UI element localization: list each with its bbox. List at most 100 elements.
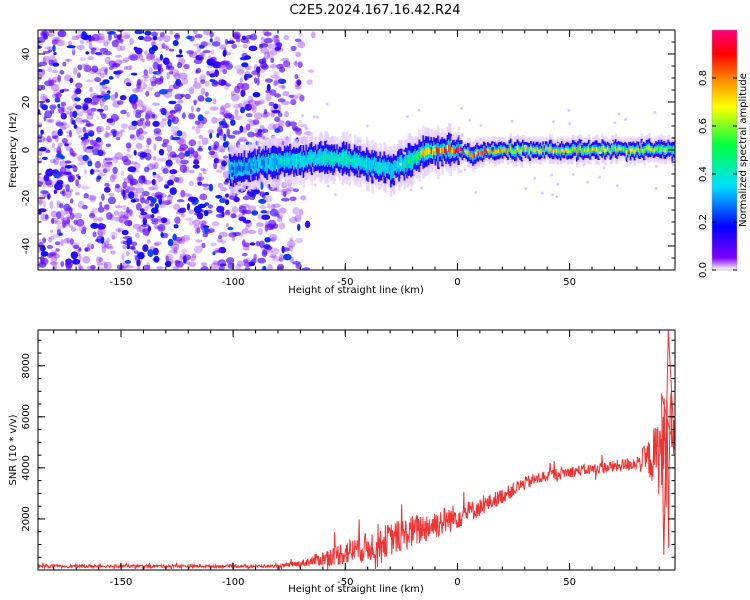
snr-y-tick-label: 2000	[21, 506, 32, 531]
heatmap-noise-blob	[181, 131, 187, 139]
heatmap-noise-blob	[245, 123, 251, 131]
heatmap-noise-blob	[154, 161, 159, 170]
ridge-core	[250, 160, 253, 166]
heatmap-noise-blob	[78, 224, 87, 233]
heatmap-noise-blob	[82, 154, 89, 162]
heatmap-noise-blob	[240, 108, 244, 114]
heatmap-noise-blob	[123, 236, 133, 240]
heatmap-noise-blob	[157, 224, 166, 232]
ridge-core	[450, 149, 454, 155]
ridge-core	[543, 150, 546, 154]
heatmap-noise-blob	[60, 112, 67, 120]
heatmap-noise-blob	[106, 212, 113, 220]
heatmap-noise-blob	[86, 146, 94, 150]
spectrogram-heatmap	[38, 30, 675, 270]
ridge-core	[248, 162, 252, 171]
ridge-core	[320, 152, 323, 161]
heatmap-noise-blob	[199, 220, 208, 226]
ridge-core	[627, 149, 630, 153]
heatmap-noise-blob	[57, 74, 61, 83]
heatmap-noise-blob	[101, 165, 107, 171]
snr-x-tick-label: 50	[563, 577, 576, 588]
heatmap-noise-blob	[262, 266, 267, 270]
heatmap-noise-blob	[82, 255, 91, 264]
ridge-core	[391, 167, 394, 175]
heatmap-noise-blob	[130, 199, 136, 203]
heatmap-noise-blob	[108, 66, 114, 70]
heatmap-speckle	[556, 182, 560, 186]
ridge-core	[285, 157, 288, 164]
heatmap-noise-blob	[215, 158, 222, 164]
heatmap-noise-blob	[92, 144, 101, 149]
heatmap-noise-blob	[160, 43, 164, 50]
ridge-core	[363, 160, 366, 167]
heatmap-noise-blob	[59, 89, 65, 94]
heatmap-noise-blob	[282, 91, 290, 97]
heatmap-noise-blob	[290, 45, 297, 52]
heatmap-noise-blob	[260, 36, 265, 41]
heatmap-noise-blob	[168, 100, 177, 105]
heatmap-noise-blob	[227, 226, 234, 231]
heatmap-noise-blob	[144, 199, 150, 204]
heatmap-speckle	[400, 174, 404, 178]
ridge-core	[649, 147, 653, 152]
heatmap-noise-blob	[269, 89, 277, 96]
heatmap-noise-blob	[75, 103, 81, 112]
heatmap-noise-blob	[78, 253, 82, 262]
heatmap-noise-blob	[245, 220, 253, 228]
heatmap-noise-blob	[72, 110, 78, 119]
heatmap-speckle	[468, 118, 472, 122]
ridge-core	[418, 151, 421, 160]
heatmap-noise-blob	[101, 246, 107, 254]
heatmap-noise-blob	[173, 240, 181, 246]
ridge-core	[351, 159, 354, 164]
heatmap-noise-blob	[96, 108, 105, 112]
heatmap-noise-blob	[223, 155, 229, 159]
heatmap-noise-blob	[129, 178, 139, 186]
heatmap-noise-blob	[278, 112, 283, 118]
snr-axes-ticklabels: -150 -100 -50 0 50 2000 4000 6000 8000	[21, 353, 576, 588]
heatmap-noise-blob	[281, 197, 290, 202]
heatmap-noise-blob	[171, 116, 179, 125]
ridge-core	[481, 151, 485, 156]
ridge-core	[439, 147, 443, 154]
ridge-core	[368, 161, 371, 167]
ridge-core	[283, 157, 287, 166]
heatmap-speckle	[474, 191, 478, 194]
heatmap-noise-blob	[212, 98, 217, 105]
heatmap-noise-blob	[238, 102, 243, 108]
heatmap-noise-blob	[223, 112, 233, 119]
heatmap-noise-blob	[51, 39, 58, 45]
ridge-core	[602, 146, 606, 150]
heatmap-noise-blob	[63, 221, 71, 227]
heatmap-noise-blob	[38, 69, 43, 73]
heatmap-noise-blob	[188, 169, 195, 174]
ridge-core	[290, 159, 293, 165]
ridge-core	[501, 149, 505, 153]
heatmap-noise-blob	[244, 55, 251, 60]
snr-y-axis-label: SNR (10 * v/v)	[8, 414, 19, 485]
heatmap-noise-blob	[56, 146, 62, 155]
ridge-core	[570, 149, 573, 154]
heatmap-noise-blob	[264, 220, 269, 229]
heatmap-noise-blob	[218, 64, 226, 72]
heatmap-noise-blob	[247, 131, 256, 138]
heatmap-noise-blob	[224, 102, 231, 109]
heatmap-noise-blob	[270, 57, 275, 63]
heatmap-noise-blob	[263, 31, 272, 37]
heatmap-noise-blob	[78, 262, 82, 270]
heatmap-noise-blob	[274, 93, 282, 98]
heatmap-noise-blob	[230, 119, 236, 126]
spectrogram-x-tick-label: 50	[563, 277, 576, 288]
ridge-core	[300, 156, 303, 164]
heatmap-noise-blob	[196, 212, 204, 220]
heatmap-noise-blob	[195, 126, 201, 134]
heatmap-noise-blob	[69, 129, 72, 138]
heatmap-speckle	[313, 183, 317, 187]
ridge-core	[336, 153, 339, 160]
heatmap-noise-blob	[201, 183, 210, 187]
heatmap-noise-blob	[50, 84, 60, 92]
ridge-core	[512, 150, 515, 155]
heatmap-noise-blob	[162, 138, 170, 145]
ridge-core	[473, 153, 476, 158]
